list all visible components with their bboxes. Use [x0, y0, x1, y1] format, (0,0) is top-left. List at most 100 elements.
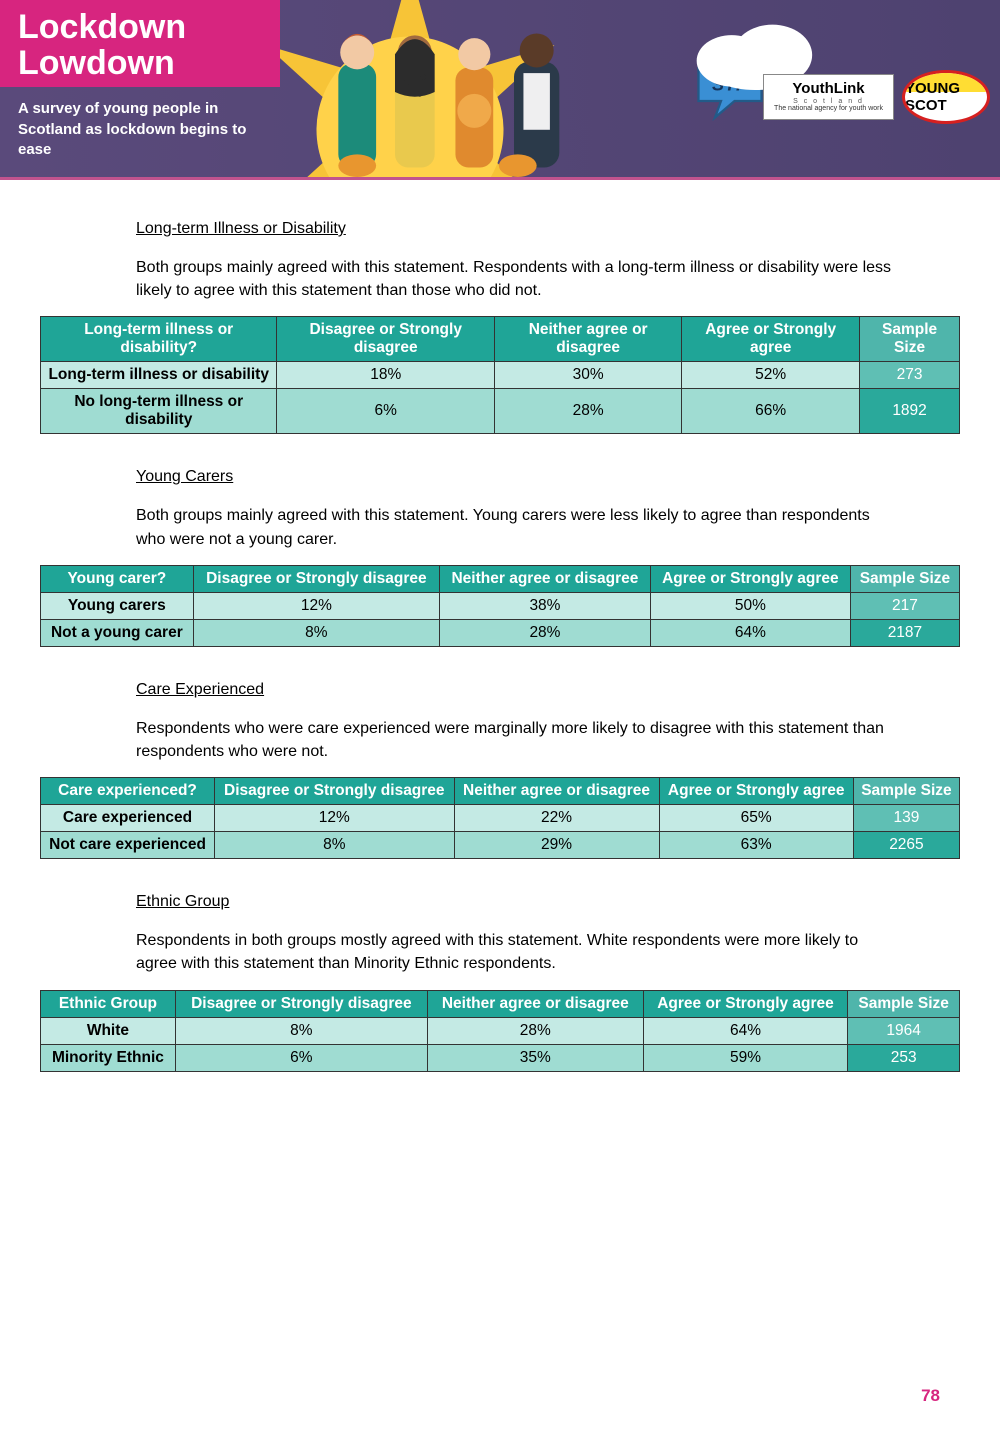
report-section: Young CarersBoth groups mainly agreed wi…	[40, 468, 960, 646]
data-table: Ethnic GroupDisagree or Strongly disagre…	[40, 990, 960, 1072]
col-header: Long-term illness or disability?	[41, 317, 277, 362]
table-row: Not care experienced8%29%63%2265	[41, 832, 960, 859]
col-header: Disagree or Strongly disagree	[215, 778, 454, 805]
col-sample-size: Sample Size	[850, 565, 959, 592]
cell-sample-size: 1892	[860, 389, 960, 434]
cell-value: 64%	[650, 619, 850, 646]
cell-value: 38%	[440, 592, 651, 619]
banner-title-col: Lockdown Lowdown A survey of young peopl…	[0, 0, 280, 177]
cell-sample-size: 2187	[850, 619, 959, 646]
section-body: Both groups mainly agreed with this stat…	[136, 256, 900, 302]
youthlink-logo-sub: S c o t l a n d	[774, 98, 883, 106]
cell-sample-size: 1964	[848, 1017, 960, 1044]
table-row: Not a young carer8%28%64%2187	[41, 619, 960, 646]
banner-art: SYP YouthLink S c o t l a n d The nation…	[280, 0, 1000, 177]
cell-sample-size: 139	[853, 805, 959, 832]
youthlink-logo-title: YouthLink	[774, 81, 883, 98]
col-header: Young carer?	[41, 565, 194, 592]
col-header: Disagree or Strongly disagree	[175, 990, 427, 1017]
table-row: Care experienced12%22%65%139	[41, 805, 960, 832]
cell-value: 6%	[277, 389, 495, 434]
page-banner: Lockdown Lowdown A survey of young peopl…	[0, 0, 1000, 180]
section-body: Respondents who were care experienced we…	[136, 717, 900, 763]
section-heading: Care Experienced	[136, 681, 960, 699]
col-header: Neither agree or disagree	[440, 565, 651, 592]
table-row: Young carers12%38%50%217	[41, 592, 960, 619]
youthlink-logo: YouthLink S c o t l a n d The national a…	[763, 74, 894, 120]
partner-logos: YouthLink S c o t l a n d The national a…	[763, 70, 990, 124]
section-heading: Ethnic Group	[136, 893, 960, 911]
cell-value: 64%	[643, 1017, 848, 1044]
youthlink-logo-tag: The national agency for youth work	[774, 105, 883, 113]
cell-value: 28%	[427, 1017, 643, 1044]
cell-value: 8%	[193, 619, 439, 646]
banner-title-line2: Lowdown	[18, 46, 262, 82]
banner-title-block: Lockdown Lowdown	[0, 0, 280, 87]
col-sample-size: Sample Size	[848, 990, 960, 1017]
col-header: Neither agree or disagree	[495, 317, 682, 362]
table-header-row: Care experienced?Disagree or Strongly di…	[41, 778, 960, 805]
cell-value: 65%	[659, 805, 853, 832]
col-header: Agree or Strongly agree	[682, 317, 860, 362]
col-header: Disagree or Strongly disagree	[193, 565, 439, 592]
cell-value: 8%	[215, 832, 454, 859]
cell-value: 52%	[682, 362, 860, 389]
report-section: Care Experienced Respondents who were car…	[40, 681, 960, 859]
page-content: Long-term Illness or Disability Both grou…	[0, 180, 1000, 1126]
cell-sample-size: 217	[850, 592, 959, 619]
table-header-row: Long-term illness or disability?Disagree…	[41, 317, 960, 362]
table-row: No long-term illness or disability6%28%6…	[41, 389, 960, 434]
col-header: Agree or Strongly agree	[643, 990, 848, 1017]
data-table: Care experienced?Disagree or Strongly di…	[40, 777, 960, 859]
data-table: Young carer?Disagree or Strongly disagre…	[40, 565, 960, 647]
page-number: 78	[0, 1386, 1000, 1436]
col-header: Neither agree or disagree	[427, 990, 643, 1017]
cell-value: 12%	[193, 592, 439, 619]
section-heading: Long-term Illness or Disability	[136, 220, 960, 238]
row-label: Young carers	[41, 592, 194, 619]
table-row: White8%28%64%1964	[41, 1017, 960, 1044]
col-header: Agree or Strongly agree	[650, 565, 850, 592]
cell-value: 28%	[440, 619, 651, 646]
col-header: Agree or Strongly agree	[659, 778, 853, 805]
cell-value: 30%	[495, 362, 682, 389]
section-heading: Young Carers	[136, 468, 960, 486]
col-header: Disagree or Strongly disagree	[277, 317, 495, 362]
data-table: Long-term illness or disability?Disagree…	[40, 316, 960, 434]
section-body: Respondents in both groups mostly agreed…	[136, 929, 900, 975]
table-header-row: Young carer?Disagree or Strongly disagre…	[41, 565, 960, 592]
cell-value: 29%	[454, 832, 659, 859]
cell-value: 18%	[277, 362, 495, 389]
banner-subtitle: A survey of young people in Scotland as …	[0, 87, 260, 160]
col-header: Care experienced?	[41, 778, 215, 805]
row-label: Long-term illness or disability	[41, 362, 277, 389]
row-label: Not a young carer	[41, 619, 194, 646]
col-sample-size: Sample Size	[853, 778, 959, 805]
cell-value: 63%	[659, 832, 853, 859]
report-section: Ethnic Group Respondents in both groups m…	[40, 893, 960, 1071]
cell-value: 66%	[682, 389, 860, 434]
row-label: Not care experienced	[41, 832, 215, 859]
cell-sample-size: 2265	[853, 832, 959, 859]
row-label: Minority Ethnic	[41, 1044, 176, 1071]
youngscot-logo: YOUNG SCOT	[902, 70, 990, 124]
report-section: Long-term Illness or Disability Both grou…	[40, 220, 960, 434]
row-label: White	[41, 1017, 176, 1044]
table-row: Minority Ethnic6%35%59%253	[41, 1044, 960, 1071]
cell-value: 22%	[454, 805, 659, 832]
table-header-row: Ethnic GroupDisagree or Strongly disagre…	[41, 990, 960, 1017]
row-label: Care experienced	[41, 805, 215, 832]
cell-value: 59%	[643, 1044, 848, 1071]
youngscot-logo-text: YOUNG SCOT	[905, 80, 987, 114]
cell-value: 8%	[175, 1017, 427, 1044]
cell-value: 50%	[650, 592, 850, 619]
people-illustration-icon	[320, 7, 640, 177]
col-sample-size: Sample Size	[860, 317, 960, 362]
cell-value: 12%	[215, 805, 454, 832]
col-header: Ethnic Group	[41, 990, 176, 1017]
cell-sample-size: 253	[848, 1044, 960, 1071]
cell-value: 35%	[427, 1044, 643, 1071]
cell-value: 28%	[495, 389, 682, 434]
cell-sample-size: 273	[860, 362, 960, 389]
row-label: No long-term illness or disability	[41, 389, 277, 434]
